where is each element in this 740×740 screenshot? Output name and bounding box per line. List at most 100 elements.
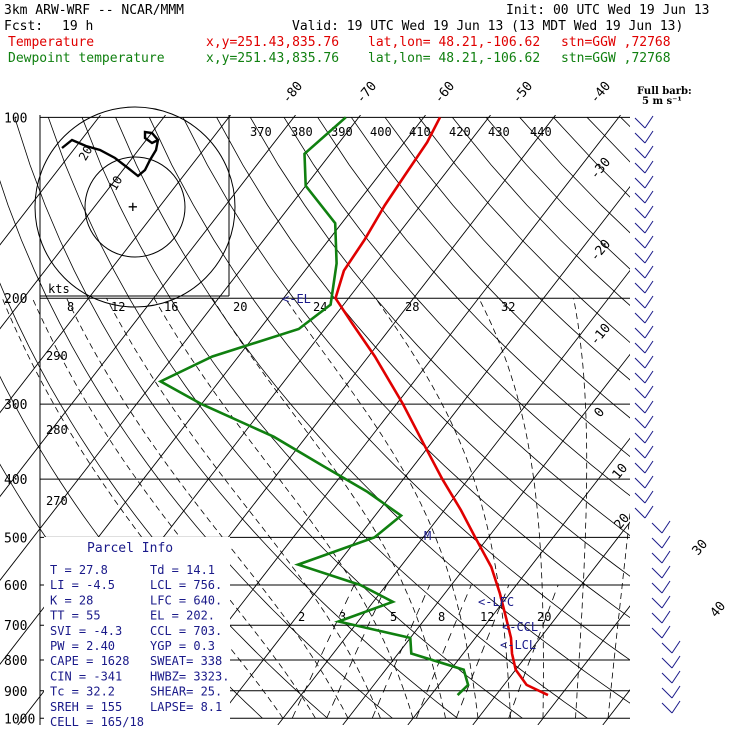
wind-barb — [634, 447, 646, 459]
barb-legend-units: 5 m s⁻¹ — [642, 96, 682, 107]
wind-barb — [651, 597, 663, 609]
pressure-label-200: 200 — [4, 292, 27, 307]
lfc-marker: <-LFC — [478, 595, 514, 609]
wind-barb — [644, 325, 654, 339]
wind-barb — [644, 370, 654, 384]
wind-barb — [661, 535, 671, 549]
isotherm — [277, 269, 630, 725]
wind-barb — [661, 610, 671, 624]
wind-barb — [634, 207, 646, 219]
dewpoint-trace — [157, 116, 470, 697]
mixing-ratio-line — [508, 584, 559, 719]
wind-barb — [634, 327, 646, 339]
wind-barb — [634, 147, 646, 159]
speed-label: 16 — [164, 300, 178, 314]
speed-label: 20 — [233, 300, 247, 314]
parcel-stat: CCL = 703. — [150, 624, 222, 638]
wind-barb — [651, 552, 663, 564]
wind-barb — [644, 205, 654, 219]
wind-barb — [661, 687, 673, 699]
mixing-ratio-line — [415, 584, 472, 719]
parcel-stat: EL = 202. — [150, 609, 215, 623]
wind-barb — [644, 385, 654, 399]
wind-barb — [644, 430, 654, 444]
wind-barb — [644, 415, 654, 429]
wind-barb — [651, 567, 663, 579]
speed-label: 8 — [67, 300, 74, 314]
theta-label: 420 — [449, 125, 471, 139]
dry-adiabat — [14, 117, 458, 719]
wind-barb — [644, 355, 654, 369]
speed-label: 32 — [501, 300, 515, 314]
wind-barb — [634, 237, 646, 249]
wind-barb — [661, 657, 673, 669]
parcel-stat: LAPSE= 8.1 — [150, 700, 222, 714]
pressure-label-700: 700 — [4, 619, 27, 634]
parcel-stat: PW = 2.40 — [50, 639, 115, 653]
wind-barb — [634, 177, 646, 189]
dry-adiabat — [418, 117, 630, 344]
wind-barb — [651, 582, 663, 594]
wind-barb — [661, 625, 671, 639]
pressure-label-900: 900 — [4, 685, 27, 700]
temperature-trace — [334, 116, 549, 697]
isotherm — [472, 521, 630, 725]
lcl-marker: <-LCL — [500, 638, 536, 652]
wind-barb — [644, 115, 654, 129]
el-marker: <-EL — [282, 292, 311, 306]
wind-barb — [671, 655, 681, 669]
pressure-label-800: 800 — [4, 654, 27, 669]
wind-barb — [661, 642, 673, 654]
wind-barb — [634, 222, 646, 234]
wind-barb — [671, 670, 681, 684]
moist-adiabat — [573, 298, 588, 719]
wind-barb — [651, 612, 663, 624]
parcel-stat: LCL = 756. — [150, 578, 222, 592]
isotherm — [537, 605, 630, 725]
dry-adiabat — [350, 117, 630, 419]
forecast-label: Fcst: — [4, 19, 43, 34]
dry-adiabat — [115, 117, 630, 704]
wind-barb — [651, 537, 663, 549]
parcel-stat: SREH = 155 — [50, 700, 122, 714]
dry-adiabat — [283, 117, 630, 497]
theta-label: 270 — [46, 494, 68, 508]
pressure-label-100: 100 — [4, 111, 27, 126]
isotherm — [407, 437, 630, 725]
isotherm — [668, 115, 740, 725]
moist-adiabat — [106, 298, 381, 719]
hodograph: + 10 20 kts — [34, 106, 236, 308]
parcel-info-panel: Parcel Info T = 27.8 Td = 14.1 LI = -4.5 LC… — [44, 537, 230, 729]
dry-adiabat — [216, 117, 630, 577]
isotherm — [0, 115, 426, 665]
pressure-label-400: 400 — [4, 473, 27, 488]
barb-legend-title: Full barb: — [637, 86, 692, 97]
dry-adiabat — [249, 117, 630, 537]
wind-barb — [644, 175, 654, 189]
wind-barb — [634, 192, 646, 204]
theta-label: 440 — [530, 125, 552, 139]
wind-barb — [644, 295, 654, 309]
isotherm-label: 0 — [592, 405, 609, 421]
model-title: 3km ARW-WRF -- NCAR/MMM — [4, 3, 184, 18]
speed-label: 12 — [111, 300, 125, 314]
parcel-info-title: Parcel Info — [87, 541, 173, 556]
wind-barb — [661, 550, 671, 564]
forecast-hour: 19 h — [62, 19, 93, 34]
dry-adiabat — [317, 117, 630, 457]
isotherm — [0, 115, 361, 581]
wind-barb — [634, 417, 646, 429]
speed-label: 28 — [405, 300, 419, 314]
mixing-ratio-label: 20 — [537, 610, 551, 624]
parcel-stat: SHEAR= 25. — [150, 685, 222, 699]
dry-adiabat — [620, 117, 630, 128]
dewpoint-legend: Dewpoint temperature — [8, 51, 165, 66]
wind-barb — [671, 640, 681, 654]
wind-barb — [661, 595, 671, 609]
temperature-xy: x,y=251.43,835.76 — [206, 35, 339, 50]
wind-barb — [644, 490, 654, 504]
hodograph-units: kts — [48, 282, 70, 296]
wind-barb — [634, 282, 646, 294]
ccl-marker: <-CCL — [502, 620, 538, 634]
